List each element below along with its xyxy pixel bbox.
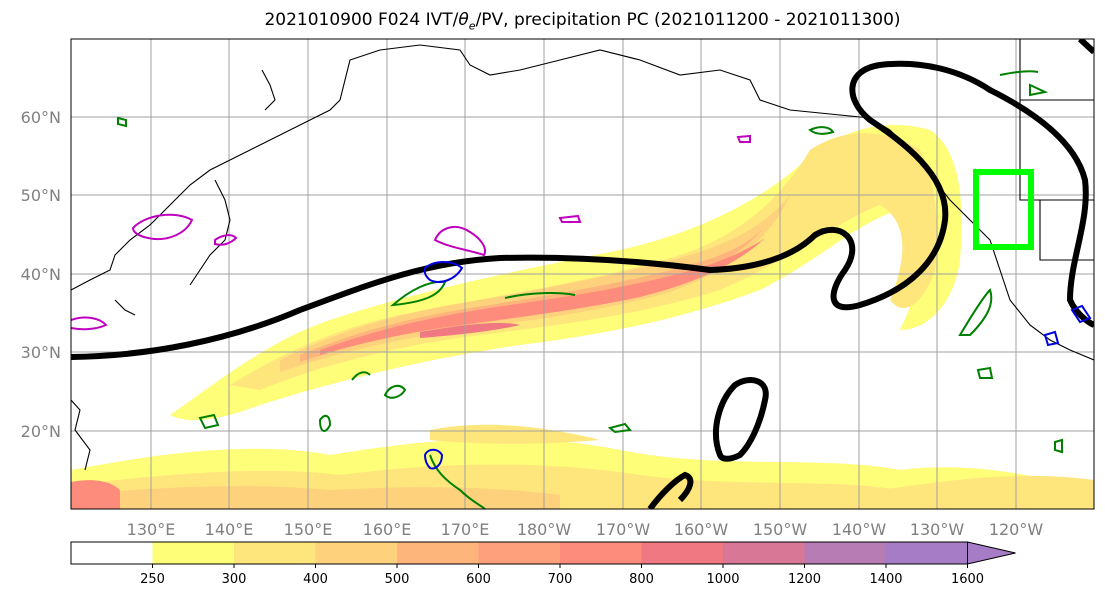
colorbar-segment	[723, 542, 805, 564]
colorbar-tick-label: 300	[222, 572, 247, 587]
chart-title: 2021010900 F024 IVT/θe/PV, precipitation…	[0, 10, 1105, 32]
title-sub: e	[468, 19, 476, 33]
lat-tick-labels: 20°N 30°N 40°N 50°N 60°N	[21, 108, 61, 441]
ivt-shading	[71, 124, 1094, 509]
lon-tick: 170°W	[596, 520, 651, 539]
lon-tick: 170°E	[441, 520, 490, 539]
colorbar-tick-label: 400	[303, 572, 328, 587]
colorbar-tick-label: 600	[466, 572, 491, 587]
theta-contours	[71, 39, 1094, 509]
lon-tick: 140°E	[205, 520, 254, 539]
lon-tick-labels: 130°E 140°E 150°E 160°E 170°E 180°W 170°…	[127, 520, 1044, 539]
colorbar-tick-label: 700	[548, 572, 573, 587]
colorbar-tick-label: 1600	[951, 572, 984, 587]
colorbar-tick-label: 500	[385, 572, 410, 587]
lon-tick: 150°E	[284, 520, 333, 539]
colorbar-segment	[397, 542, 479, 564]
ivt-mid-300	[430, 424, 600, 444]
lon-tick: 130°E	[127, 520, 176, 539]
colorbar-tick-label: 1000	[706, 572, 739, 587]
lon-tick: 150°W	[753, 520, 808, 539]
highlight-box	[973, 169, 1034, 250]
lon-tick: 130°W	[910, 520, 965, 539]
colorbar-extend-arrow	[967, 541, 1016, 565]
colorbar-segment	[804, 542, 887, 564]
colorbar-tick-label: 250	[140, 572, 165, 587]
ivt-south-800	[71, 480, 120, 509]
ivt-800	[320, 238, 765, 355]
map-frame	[70, 38, 1095, 510]
colorbar-segment	[641, 542, 724, 564]
title-main: 2021010900 F024 IVT/	[264, 10, 459, 30]
pv-contours	[71, 134, 1092, 470]
lat-tick: 20°N	[21, 422, 61, 441]
title-rest: /PV, precipitation PC (2021011200 - 2021…	[475, 10, 901, 30]
lon-tick: 120°W	[989, 520, 1044, 539]
lat-tick: 50°N	[21, 186, 61, 205]
lon-tick: 160°E	[363, 520, 412, 539]
ivt-east-300	[880, 475, 1094, 509]
colorbar-tick-label: 800	[629, 572, 654, 587]
lat-tick: 30°N	[21, 343, 61, 362]
lon-tick: 140°W	[832, 520, 887, 539]
ivt-1000	[420, 322, 520, 338]
colorbar-segment	[71, 542, 153, 564]
colorbar-segment	[315, 542, 398, 564]
lat-tick: 60°N	[21, 108, 61, 127]
colorbar-segment	[886, 542, 968, 564]
colorbar-tick-label: 1200	[788, 572, 821, 587]
title-theta: θ	[458, 10, 469, 30]
colorbar: 250 300 400 500 600 700 800 1000 1200 1400 1600	[70, 541, 1016, 587]
lon-tick: 180°W	[517, 520, 572, 539]
lon-tick: 160°W	[674, 520, 729, 539]
colorbar-outline	[70, 541, 968, 565]
lat-tick: 40°N	[21, 265, 61, 284]
ivt-south-400	[71, 486, 560, 509]
colorbar-segment	[234, 542, 316, 564]
colorbar-segment	[478, 542, 561, 564]
colorbar-segment	[152, 542, 235, 564]
colorbar-tick-label: 1400	[869, 572, 902, 587]
colorbar-segment	[560, 542, 642, 564]
coastlines	[71, 39, 1094, 471]
